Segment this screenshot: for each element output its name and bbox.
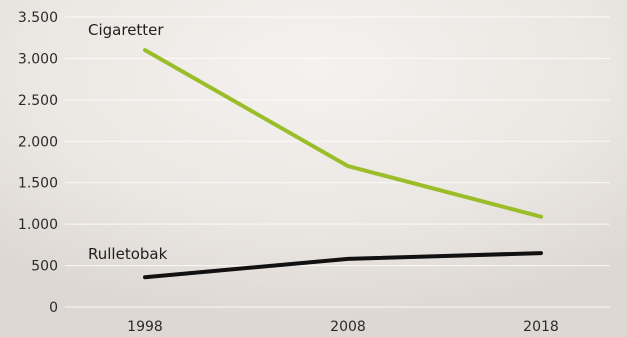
series-label-cigaretter: Cigaretter (88, 21, 164, 39)
series-label-rulletobak: Rulletobak (88, 245, 168, 263)
x-axis-ticks: 1998 2008 2018 (127, 319, 559, 335)
y-tick-label: 3.500 (18, 10, 58, 26)
y-tick-label: 500 (31, 259, 58, 275)
series-lines (143, 48, 543, 280)
x-tick-label: 1998 (127, 319, 163, 335)
series-line-rulletobak (143, 251, 543, 280)
y-tick-label: 3.000 (18, 51, 58, 67)
y-tick-label: 1.500 (18, 176, 58, 192)
series-line-cigaretter (143, 48, 543, 219)
x-tick-label: 2018 (523, 319, 559, 335)
y-tick-label: 1.000 (18, 217, 58, 233)
y-tick-label: 2.500 (18, 93, 58, 109)
x-tick-label: 2008 (330, 319, 366, 335)
y-tick-label: 2.000 (18, 134, 58, 150)
y-tick-label: 0 (49, 300, 58, 316)
y-axis-ticks: 0 500 1.000 1.500 2.000 2.500 3.000 3.500 (18, 10, 58, 316)
